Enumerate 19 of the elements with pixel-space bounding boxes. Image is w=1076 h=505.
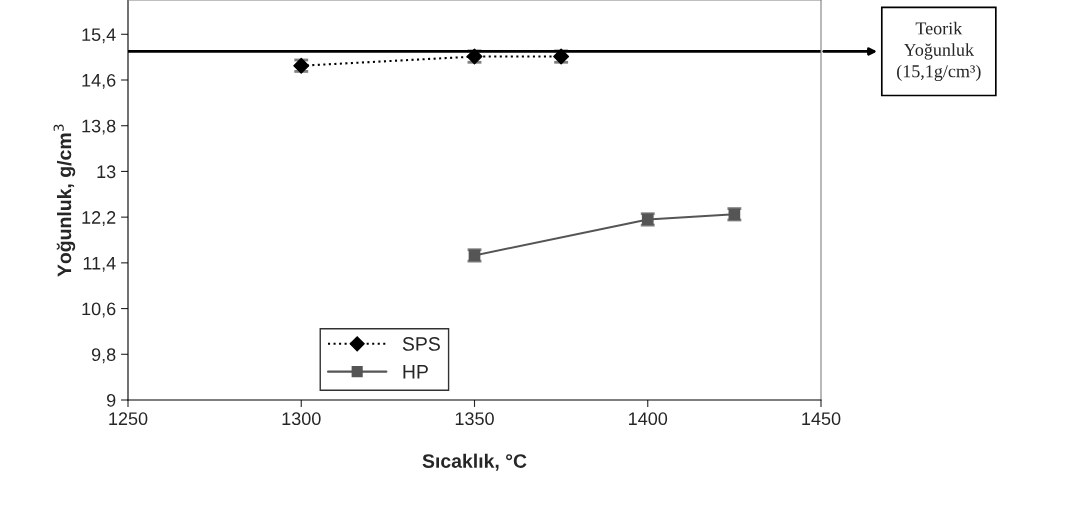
y-tick-label: 14,6 [82,73,116,89]
y-tick-label: 9,8 [91,348,116,364]
legend-label: SPS [402,337,440,351]
x-tick-label: 1300 [282,412,321,426]
x-tick-label: 1350 [455,412,494,426]
y-tick-label: 15,4 [82,28,116,44]
y-tick-label: 10,6 [82,302,116,318]
y-tick-label: 13 [97,165,116,179]
y-tick-label: 12,2 [82,211,116,226]
y-axis-title: Yoğunluk, g/cm$^{3}$ [53,124,76,277]
x-axis-title: Sıcaklık, °C [422,453,527,471]
y-tick-label: 13,8 [82,119,116,135]
y-tick-label: 11,4 [83,256,116,272]
x-tick-label: 1450 [802,412,841,426]
y-tick-label: 9 [107,393,116,407]
x-tick-label: 1400 [629,412,668,426]
ref-line-label: Teorik Yoğunluk (15,1g/cm³) [897,21,981,82]
x-tick-label: 1250 [109,412,148,426]
legend-label: HP [403,365,428,379]
